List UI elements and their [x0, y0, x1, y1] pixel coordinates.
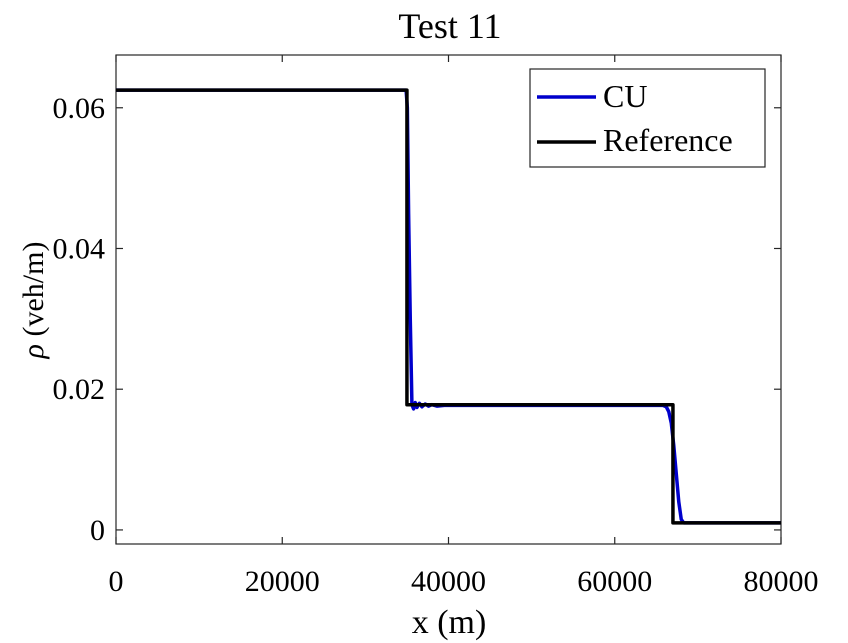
series-line-reference [116, 88, 781, 525]
legend-label-reference: Reference [603, 122, 733, 158]
y-tick-label: 0.06 [53, 92, 106, 125]
x-axis-label: x (m) [412, 604, 487, 641]
y-axis: 0 0.02 0.04 0.06 [53, 92, 781, 547]
x-axis: 0 20000 40000 60000 80000 [109, 55, 819, 598]
x-tick-label: 0 [109, 565, 124, 598]
y-axis-label-units: (veh/m) [17, 242, 50, 337]
x-tick-label: 40000 [411, 565, 486, 598]
legend: CU Reference [529, 68, 766, 168]
legend-label-cu: CU [603, 78, 647, 114]
chart-title: Test 11 [398, 6, 501, 46]
x-tick-label: 20000 [245, 565, 320, 598]
y-axis-label: ρ (veh/m) [17, 242, 50, 360]
series-layer [116, 88, 781, 525]
y-tick-label: 0.02 [53, 373, 106, 406]
y-axis-label-symbol: ρ [17, 344, 50, 359]
x-tick-label: 60000 [577, 565, 652, 598]
legend-box [529, 68, 766, 168]
y-tick-label: 0 [90, 514, 105, 547]
y-tick-label: 0.04 [53, 232, 106, 265]
x-tick-label: 80000 [744, 565, 819, 598]
